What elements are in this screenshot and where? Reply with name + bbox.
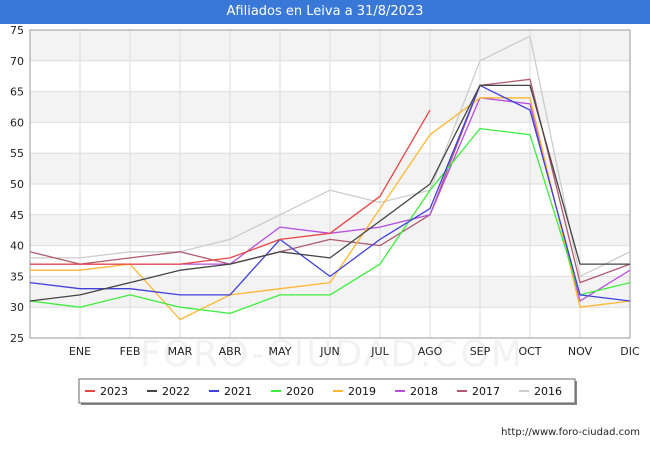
x-tick-label: MAY [269,345,292,358]
series-line-2023 [30,109,431,265]
legend-label-2017: 2017 [472,385,500,398]
series-line-2017 [29,78,631,284]
x-tick-label: JUL [370,345,389,358]
y-tick-label: 45 [10,209,24,222]
x-tick-label: OCT [518,345,541,358]
y-tick-label: 40 [10,240,24,253]
legend-label-2019: 2019 [348,385,376,398]
legend-label-2018: 2018 [410,385,438,398]
x-tick-label: NOV [568,345,593,358]
x-tick-label: ABR [219,345,242,358]
y-tick-label: 60 [10,116,24,129]
legend-label-2016: 2016 [534,385,562,398]
y-tick-label: 25 [10,332,24,345]
footer-url[interactable]: http://www.foro-ciudad.com [501,427,640,438]
legend-box [78,378,576,404]
y-tick-label: 30 [10,301,24,314]
x-tick-label: ENE [69,345,91,358]
x-tick-label: DIC [620,345,640,358]
chart-title: Afiliados en Leiva a 31/8/2023 [0,0,650,24]
x-tick-label: SEP [470,345,491,358]
y-tick-label: 70 [10,55,24,68]
series-line-2016 [30,35,631,278]
y-tick-label: 50 [10,178,24,191]
series-line-2020 [29,127,631,315]
watermark: FORO-CIUDAD.COM [140,334,524,375]
x-tick-label: MAR [168,345,193,358]
y-tick-label: 75 [10,24,24,37]
x-tick-label: AGO [418,345,443,358]
plot-frame [29,29,631,339]
series-line-2021 [29,84,631,302]
legend-label-2023: 2023 [100,385,128,398]
legend-label-2022: 2022 [162,385,190,398]
legend-label-2020: 2020 [286,385,314,398]
x-tick-label: FEB [120,345,141,358]
legend-label-2021: 2021 [224,385,252,398]
series-line-2022 [29,84,630,302]
y-tick-label: 65 [10,86,24,99]
y-tick-label: 55 [10,147,24,160]
y-tick-label: 35 [10,270,24,283]
x-tick-label: JUN [319,345,340,358]
